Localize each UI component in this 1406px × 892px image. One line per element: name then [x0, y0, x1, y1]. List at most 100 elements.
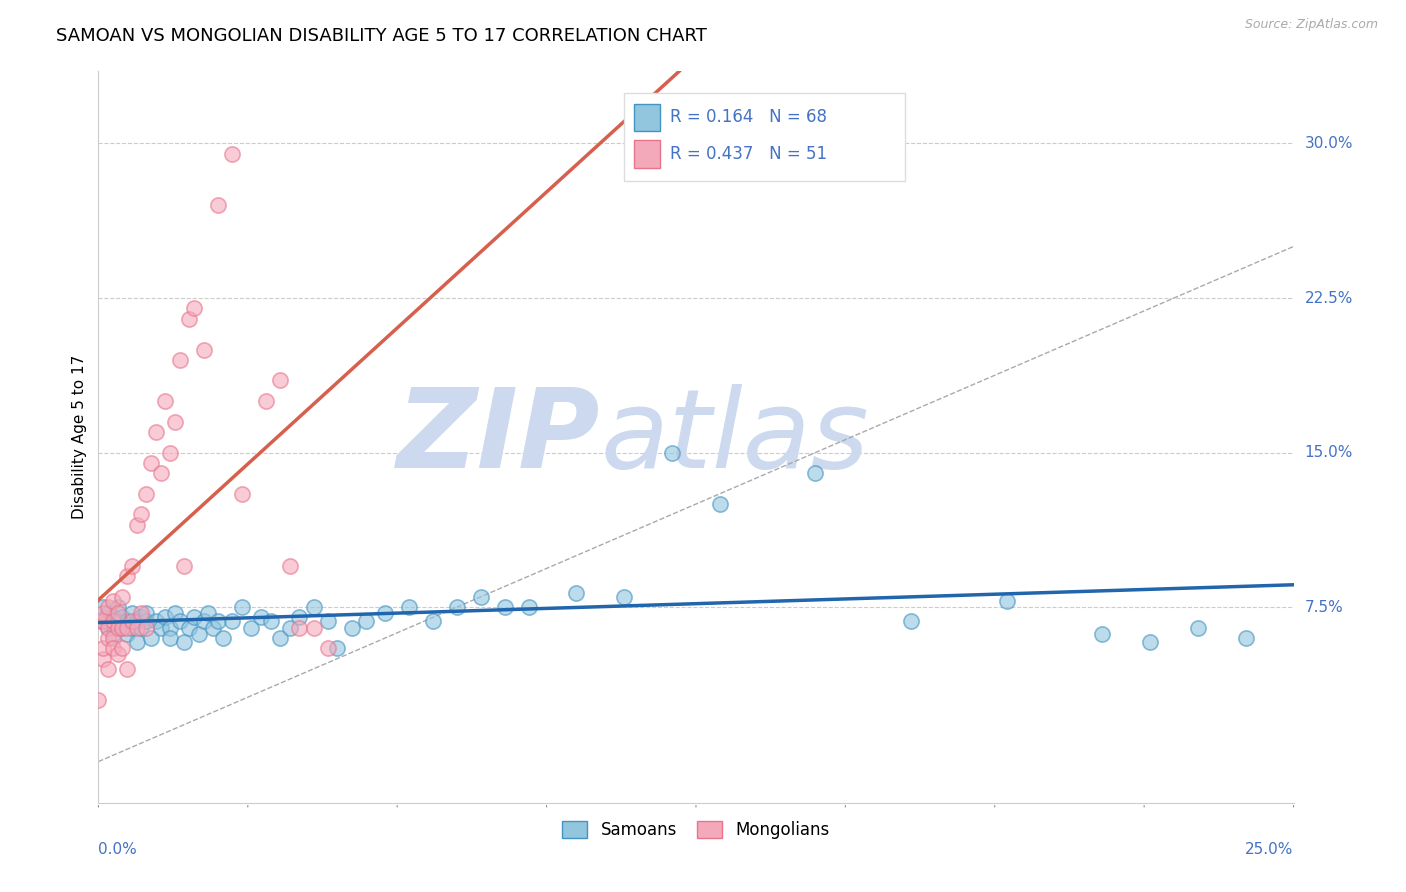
Point: [115, 615, 138, 629]
Point: [101, 641, 124, 656]
Point: [240, 621, 263, 635]
Point: [101, 627, 124, 641]
Point: [193, 615, 215, 629]
Point: [115, 662, 138, 676]
Point: [87, 693, 110, 707]
Point: [111, 621, 134, 635]
Point: [173, 558, 195, 573]
Point: [97, 606, 120, 620]
Point: [135, 487, 157, 501]
Point: [121, 606, 143, 620]
Point: [278, 621, 301, 635]
Point: [187, 627, 209, 641]
Point: [91, 615, 114, 629]
Point: [269, 373, 291, 387]
Text: ZIP: ZIP: [396, 384, 600, 491]
Point: [131, 606, 153, 620]
Point: [101, 610, 124, 624]
Point: [565, 585, 588, 599]
Point: [131, 508, 153, 522]
Text: 15.0%: 15.0%: [1305, 445, 1353, 460]
Point: [159, 445, 181, 459]
Point: [163, 606, 186, 620]
Y-axis label: Disability Age 5 to 17: Disability Age 5 to 17: [72, 355, 87, 519]
Point: [183, 301, 205, 316]
Point: [111, 610, 134, 624]
Point: [221, 615, 243, 629]
Point: [145, 615, 167, 629]
Point: [101, 594, 124, 608]
Point: [87, 615, 110, 629]
Text: 25.0%: 25.0%: [1246, 842, 1294, 856]
Point: [231, 487, 253, 501]
Point: [211, 631, 233, 645]
Point: [125, 621, 148, 635]
Point: [278, 558, 301, 573]
Point: [900, 615, 922, 629]
Point: [107, 615, 129, 629]
Point: [259, 615, 281, 629]
Point: [288, 621, 311, 635]
Point: [97, 662, 120, 676]
Point: [111, 590, 134, 604]
Point: [302, 621, 325, 635]
Point: [179, 311, 201, 326]
Point: [91, 615, 114, 629]
Point: [91, 606, 114, 620]
Point: [207, 615, 229, 629]
Point: [139, 456, 162, 470]
Point: [494, 600, 516, 615]
Point: [169, 352, 191, 367]
Point: [517, 600, 540, 615]
Point: [254, 394, 277, 409]
Point: [97, 631, 120, 645]
Point: [121, 558, 143, 573]
Point: [131, 610, 153, 624]
Point: [995, 594, 1018, 608]
Point: [1234, 631, 1257, 645]
Point: [269, 631, 291, 645]
Point: [316, 615, 339, 629]
Point: [197, 606, 219, 620]
Point: [111, 621, 134, 635]
Point: [115, 569, 138, 583]
Point: [159, 621, 181, 635]
Point: [139, 631, 162, 645]
Point: [135, 615, 157, 629]
Point: [145, 425, 167, 439]
Point: [107, 621, 129, 635]
Point: [107, 600, 129, 615]
Text: 30.0%: 30.0%: [1305, 136, 1353, 151]
Point: [326, 641, 349, 656]
Point: [107, 648, 129, 662]
Point: [159, 631, 181, 645]
Point: [340, 621, 363, 635]
Point: [91, 641, 114, 656]
Point: [302, 600, 325, 615]
Point: [804, 466, 827, 480]
Point: [470, 590, 492, 604]
Point: [398, 600, 420, 615]
Point: [101, 631, 124, 645]
Point: [207, 198, 229, 212]
Text: R = 0.164   N = 68: R = 0.164 N = 68: [669, 109, 827, 127]
Point: [121, 621, 143, 635]
Text: atlas: atlas: [600, 384, 869, 491]
Point: [446, 600, 468, 615]
Point: [121, 615, 143, 629]
Point: [97, 621, 120, 635]
Text: SAMOAN VS MONGOLIAN DISABILITY AGE 5 TO 17 CORRELATION CHART: SAMOAN VS MONGOLIAN DISABILITY AGE 5 TO …: [56, 27, 707, 45]
Point: [107, 606, 129, 620]
Point: [115, 627, 138, 641]
Point: [422, 615, 444, 629]
Point: [374, 606, 396, 620]
Text: 22.5%: 22.5%: [1305, 291, 1353, 305]
Point: [155, 394, 177, 409]
Point: [149, 466, 172, 480]
Text: 7.5%: 7.5%: [1305, 599, 1343, 615]
Point: [202, 621, 225, 635]
Point: [111, 641, 134, 656]
Text: 0.0%: 0.0%: [98, 842, 138, 856]
Point: [316, 641, 339, 656]
Point: [221, 146, 243, 161]
